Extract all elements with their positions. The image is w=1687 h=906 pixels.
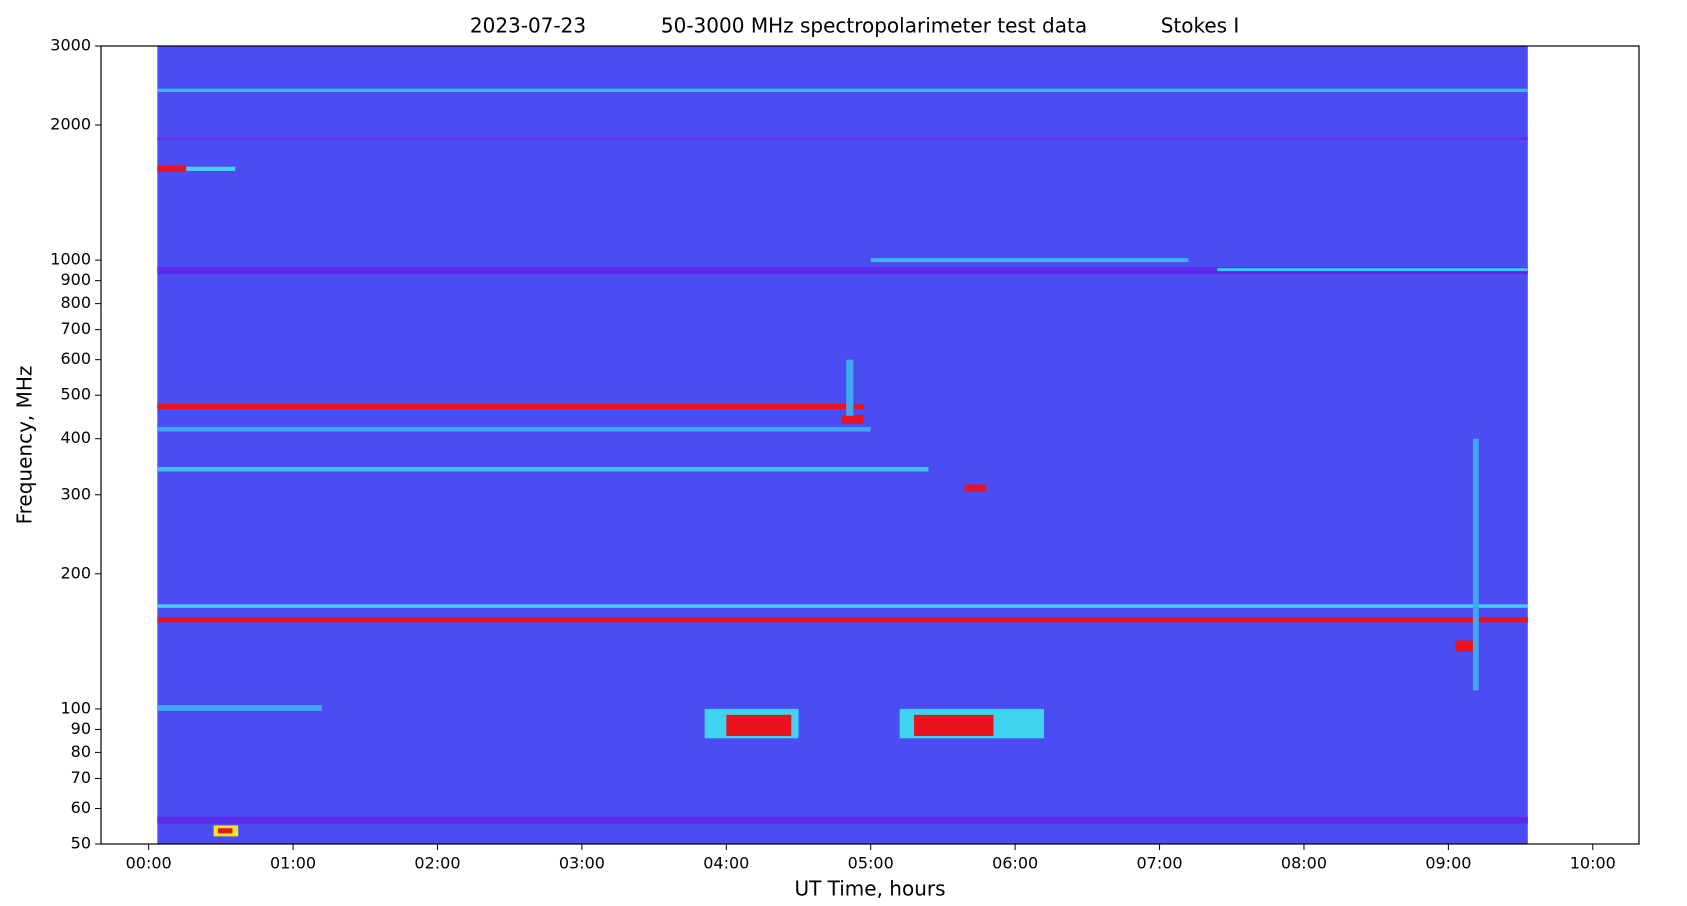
- plot-frame: [100, 45, 1640, 845]
- spectral-feature: [186, 166, 236, 171]
- x-tick-label: 10:00: [1570, 854, 1616, 873]
- spectral-feature: [157, 88, 1528, 92]
- chart-title: Stokes I: [1161, 14, 1240, 38]
- y-tick-label: 70: [71, 768, 91, 787]
- y-tick-label: 700: [60, 319, 91, 338]
- y-tick-label: 800: [60, 293, 91, 312]
- x-tick-label: 00:00: [126, 854, 172, 873]
- spectral-feature: [157, 816, 1528, 824]
- spectral-feature: [726, 714, 792, 737]
- y-tick-label: 900: [60, 270, 91, 289]
- y-tick-label: 600: [60, 349, 91, 368]
- spectral-feature: [157, 466, 929, 472]
- y-tick-label: 2000: [50, 115, 91, 134]
- spectral-feature: [217, 828, 233, 834]
- y-tick-label: 200: [60, 563, 91, 582]
- spectral-feature: [157, 705, 322, 711]
- x-tick-label: 01:00: [270, 854, 316, 873]
- y-tick-label: 60: [71, 798, 91, 817]
- spectral-feature: [1217, 268, 1528, 272]
- spectral-feature: [1472, 438, 1479, 691]
- spectral-feature: [914, 714, 994, 737]
- x-tick-label: 07:00: [1136, 854, 1182, 873]
- spectral-feature: [870, 258, 1189, 263]
- spectral-feature: [157, 137, 1528, 141]
- spectral-feature: [1455, 640, 1478, 652]
- y-tick-label: 400: [60, 428, 91, 447]
- y-tick-label: 90: [71, 719, 91, 738]
- y-tick-label: 3000: [50, 36, 91, 55]
- spectral-feature: [157, 426, 871, 432]
- x-tick-label: 04:00: [703, 854, 749, 873]
- spectral-feature: [841, 414, 864, 424]
- spectrogram-extent: [157, 46, 1528, 844]
- x-tick-label: 02:00: [414, 854, 460, 873]
- y-tick-label: 80: [71, 742, 91, 761]
- plot-area: [157, 46, 1528, 844]
- x-axis-label: UT Time, hours: [794, 877, 945, 901]
- y-tick-label: 1000: [50, 250, 91, 269]
- spectral-feature: [964, 484, 987, 492]
- y-axis-label: Frequency, MHz: [13, 366, 37, 525]
- spectral-feature: [846, 359, 854, 416]
- spectral-feature: [157, 604, 1528, 608]
- y-tick-label: 500: [60, 385, 91, 404]
- spectral-feature: [157, 267, 1528, 275]
- chart-title: 2023-07-23: [470, 14, 586, 38]
- x-tick-label: 05:00: [848, 854, 894, 873]
- x-tick-label: 06:00: [992, 854, 1038, 873]
- x-tick-label: 08:00: [1281, 854, 1327, 873]
- chart-title: 50-3000 MHz spectropolarimeter test data: [661, 14, 1087, 38]
- x-tick-label: 09:00: [1425, 854, 1471, 873]
- y-tick-label: 300: [60, 484, 91, 503]
- spectral-feature: [157, 403, 864, 409]
- spectral-feature: [157, 617, 1528, 623]
- y-tick-label: 50: [71, 834, 91, 853]
- x-tick-label: 03:00: [559, 854, 605, 873]
- spectral-feature: [157, 165, 187, 172]
- y-tick-label: 100: [60, 698, 91, 717]
